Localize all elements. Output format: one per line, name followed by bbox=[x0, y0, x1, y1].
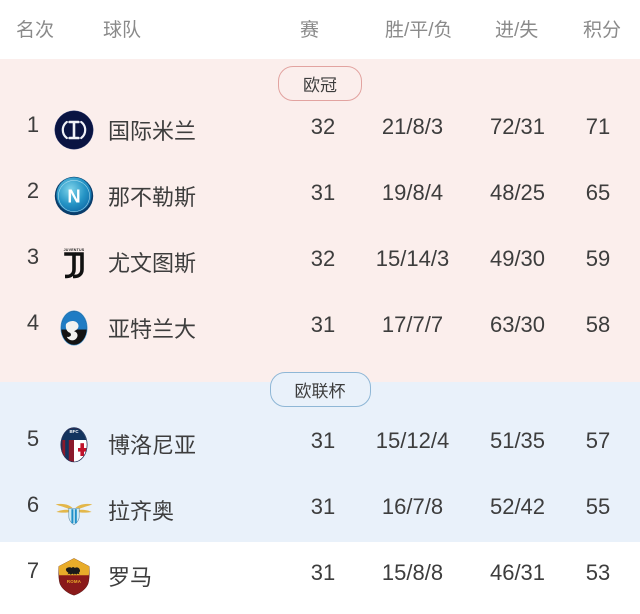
svg-text:BFC: BFC bbox=[69, 429, 79, 434]
svg-text:ROMA: ROMA bbox=[67, 579, 82, 584]
svg-text:JUVENTUS: JUVENTUS bbox=[64, 248, 85, 252]
svg-text:N: N bbox=[67, 185, 80, 206]
